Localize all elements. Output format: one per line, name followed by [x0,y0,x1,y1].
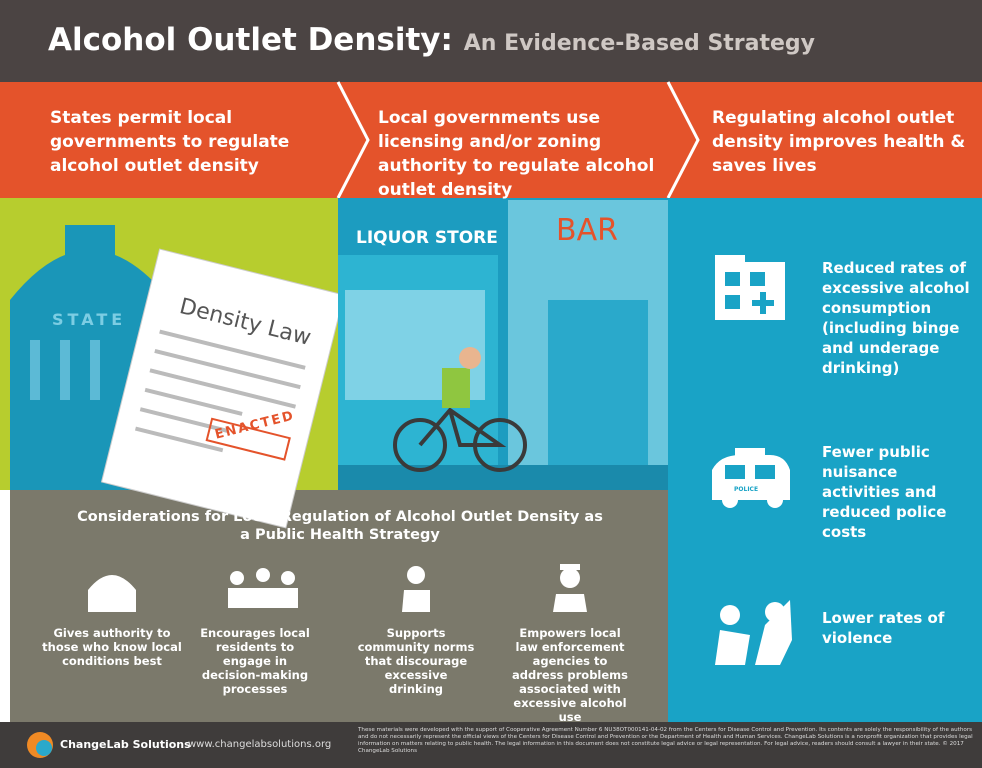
outcome: Fewer public nuisance activities and red… [822,442,972,542]
disclaimer: These materials were developed with the … [358,727,973,755]
title: Alcohol Outlet Density: [48,22,453,58]
url[interactable]: www.changelabsolutions.org [188,739,331,750]
outcome: Reduced rates of excessive alcohol consu… [822,258,972,378]
step: Local governments use licensing and/or z… [378,106,668,202]
step: States permit local governments to regul… [50,106,310,178]
police-label: POLICE [734,486,758,493]
logo: ChangeLab Solutions [60,738,191,751]
state-label: STATE [52,310,126,329]
consideration: Gives authority to those who know local … [42,626,182,668]
bar-sign: BAR [556,213,618,248]
liquor-sign: LIQUOR STORE [356,228,498,248]
considerations-title: Considerations for Local Regulation of A… [70,508,610,544]
consideration: Encourages local residents to engage in … [195,626,315,696]
consideration: Supports community norms that discourage… [356,626,476,696]
step: Regulating alcohol outlet density improv… [712,106,974,178]
outcome: Lower rates of violence [822,608,972,648]
consideration: Empowers local law enforcement agencies … [510,626,630,724]
subtitle: An Evidence-Based Strategy [464,31,815,56]
infographic: Alcohol Outlet Density: An Evidence-Base… [0,0,982,768]
header: Alcohol Outlet Density: An Evidence-Base… [48,22,815,58]
